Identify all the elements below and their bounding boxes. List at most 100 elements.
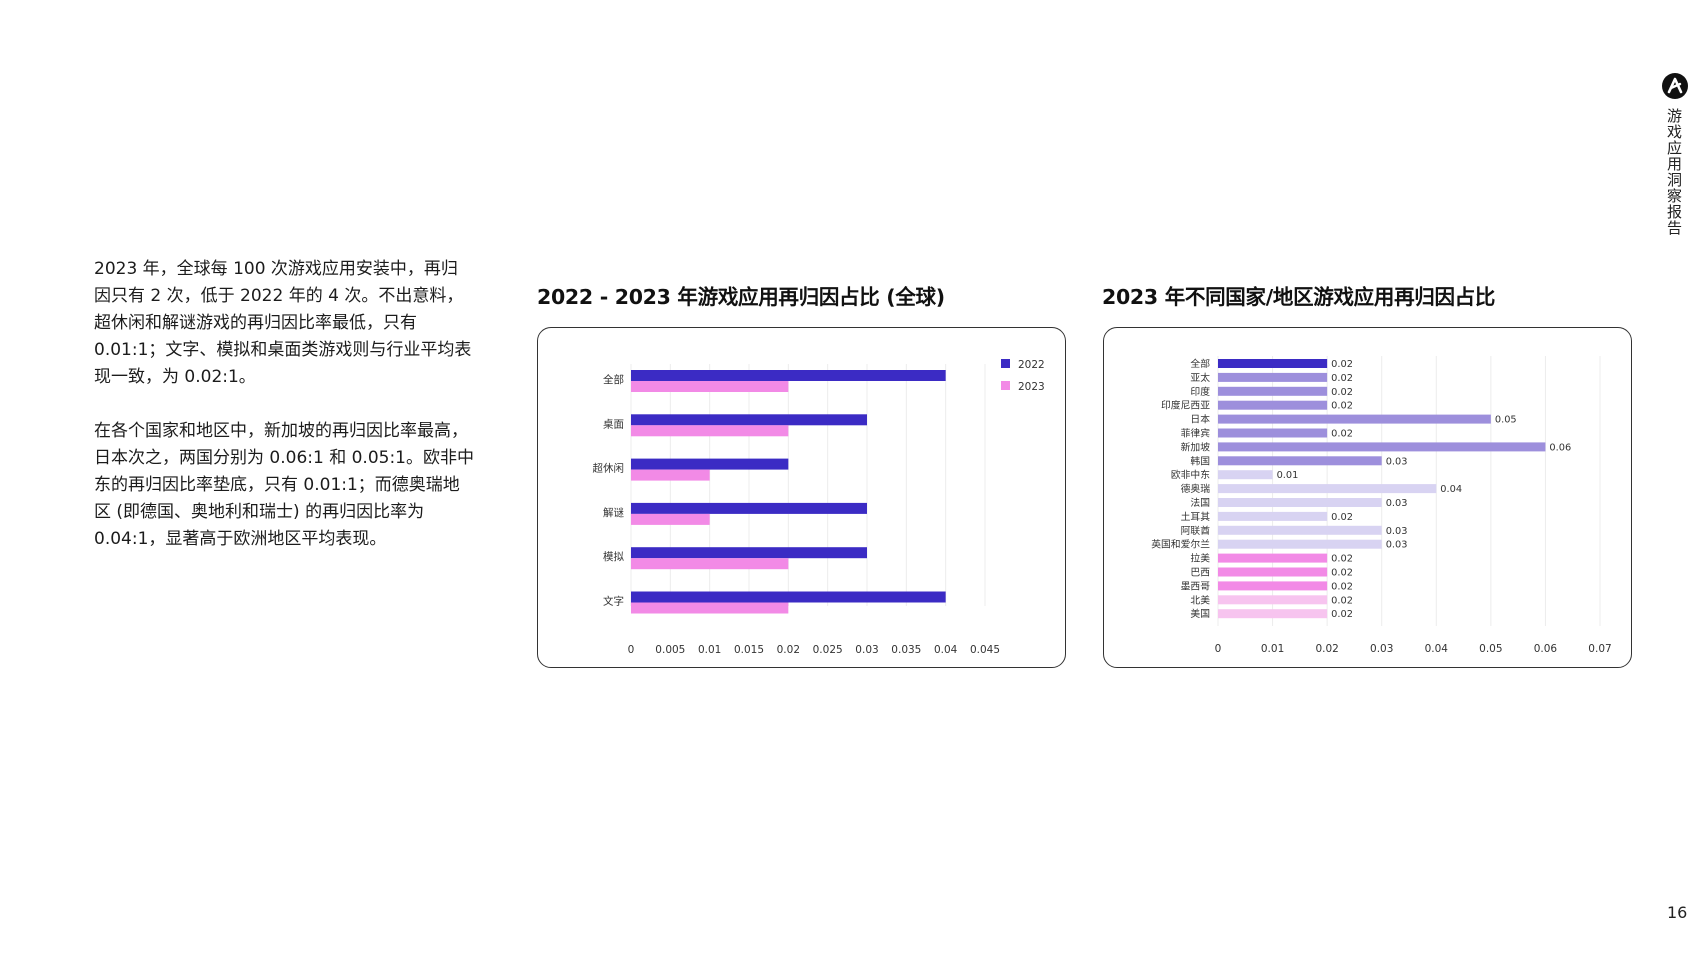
category-label: 英国和爱尔兰 (1151, 538, 1210, 551)
bar-2023 (631, 513, 710, 525)
category-label: 法国 (1190, 496, 1210, 509)
data-label: 0.02 (1331, 401, 1353, 412)
data-label: 0.03 (1386, 540, 1408, 551)
bar (1218, 553, 1328, 563)
x-tick-label: 0.035 (891, 644, 921, 656)
x-tick-label: 0.04 (934, 644, 958, 656)
category-label: 欧非中东 (1171, 468, 1210, 481)
chart-panel-global: 0 0.005 0.01 0.015 0.02 0.025 0.03 0.035 0.04 0.0… (537, 327, 1066, 668)
bar (1218, 400, 1328, 410)
category-label: 菲律宾 (1181, 427, 1211, 440)
intro-paragraph-2: 在各个国家和地区中，新加坡的再归因比率最高，日本次之，两国分别为 0.06:1 … (94, 421, 475, 549)
bar (1218, 484, 1437, 494)
category-label: 全部 (1190, 357, 1210, 370)
data-label: 0.06 (1549, 442, 1571, 453)
data-label: 0.02 (1331, 554, 1353, 565)
data-label: 0.03 (1386, 498, 1408, 509)
category-label: 印度 (1190, 385, 1210, 398)
data-label: 0.03 (1386, 526, 1408, 537)
x-tick-label: 0.02 (777, 644, 800, 656)
bar (1218, 567, 1328, 577)
x-tick-label: 0 (1215, 643, 1222, 655)
chart-panel-regions: 0 0.01 0.02 0.03 0.04 0.05 0.06 0.07 全部 0.02 亚太 0.0… (1103, 327, 1632, 668)
report-name: 游戏应用洞察报告 (1665, 108, 1683, 236)
data-label: 0.02 (1331, 373, 1353, 384)
bar-2023 (631, 381, 789, 392)
legend-label: 2023 (1018, 381, 1045, 393)
x-tick-label: 0 (628, 644, 635, 656)
category-label: 亚太 (1190, 371, 1210, 384)
data-label: 0.02 (1331, 568, 1353, 579)
x-tick-label: 0.03 (855, 644, 878, 656)
bar-2022 (631, 370, 946, 381)
data-label: 0.02 (1331, 581, 1353, 592)
bar-2022 (631, 591, 946, 603)
bar (1218, 359, 1328, 368)
bar (1218, 539, 1382, 549)
bar (1218, 428, 1328, 438)
bar (1218, 386, 1328, 396)
bar (1218, 525, 1382, 535)
category-label: 土耳其 (1181, 510, 1211, 523)
category-label: 超休闲 (593, 462, 625, 475)
data-label: 0.03 (1386, 456, 1408, 467)
legend-swatch (1001, 381, 1010, 390)
category-label: 文字 (603, 595, 624, 608)
x-tick-label: 0.045 (970, 644, 1000, 656)
legend-swatch (1001, 359, 1010, 368)
chart-title-regions: 2023 年不同国家/地区游戏应用再归因占比 (1102, 285, 1496, 309)
category-label: 墨西哥 (1181, 580, 1211, 592)
bar (1218, 470, 1273, 480)
bar-2023 (631, 425, 789, 437)
bar-2022 (631, 458, 789, 470)
data-label: 0.04 (1440, 484, 1462, 495)
x-tick-label: 0.005 (655, 644, 685, 656)
x-tick-label: 0.03 (1370, 643, 1393, 655)
data-label: 0.05 (1495, 415, 1517, 426)
category-label: 德奥瑞 (1181, 482, 1211, 495)
x-tick-label: 0.06 (1534, 643, 1558, 655)
bar (1218, 511, 1328, 521)
data-label: 0.02 (1331, 512, 1353, 523)
category-label: 拉美 (1190, 552, 1210, 565)
data-label: 0.01 (1277, 470, 1299, 481)
bar (1218, 414, 1491, 424)
chart-regions-svg: 0 0.01 0.02 0.03 0.04 0.05 0.06 0.07 全部 0.02 亚太 0.0… (1151, 356, 1612, 655)
category-label: 全部 (603, 373, 624, 386)
bar (1218, 456, 1382, 466)
category-label: 印度尼西亚 (1161, 399, 1210, 412)
x-tick-label: 0.02 (1315, 643, 1338, 655)
bar-2022 (631, 414, 867, 426)
intro-text: 2023 年，全球每 100 次游戏应用安装中，再归因只有 2 次，低于 202… (94, 256, 474, 580)
category-label: 模拟 (603, 550, 624, 563)
x-tick-label: 0.01 (1261, 643, 1284, 655)
x-tick-label: 0.025 (813, 644, 843, 656)
data-label: 0.02 (1331, 429, 1353, 440)
bar-2023 (631, 558, 789, 570)
category-label: 日本 (1190, 413, 1210, 426)
x-tick-label: 0.05 (1479, 643, 1502, 655)
category-label: 巴西 (1190, 567, 1210, 579)
chart-global-svg: 0 0.005 0.01 0.015 0.02 0.025 0.03 0.035 0.04 0.0… (593, 359, 1045, 656)
bar-2023 (631, 469, 710, 481)
bar (1218, 581, 1328, 591)
x-tick-label: 0.01 (698, 644, 721, 656)
bar (1218, 595, 1328, 605)
category-label: 桌面 (603, 417, 624, 430)
chart-title-global: 2022 - 2023 年游戏应用再归因占比 (全球) (537, 285, 945, 309)
bar-2022 (631, 547, 867, 559)
bar-2023 (631, 602, 789, 614)
bar (1218, 498, 1382, 507)
data-label: 0.02 (1331, 609, 1353, 620)
x-tick-label: 0.015 (734, 644, 764, 656)
bar (1218, 442, 1546, 452)
data-label: 0.02 (1331, 359, 1353, 370)
brand-logo-icon (1662, 73, 1688, 99)
page-number: 16 (1667, 903, 1688, 922)
x-tick-label: 0.04 (1425, 643, 1449, 655)
data-label: 0.02 (1331, 387, 1353, 398)
legend-label: 2022 (1018, 359, 1045, 371)
bar (1218, 609, 1328, 619)
category-label: 解谜 (603, 506, 624, 519)
category-label: 美国 (1190, 607, 1210, 620)
